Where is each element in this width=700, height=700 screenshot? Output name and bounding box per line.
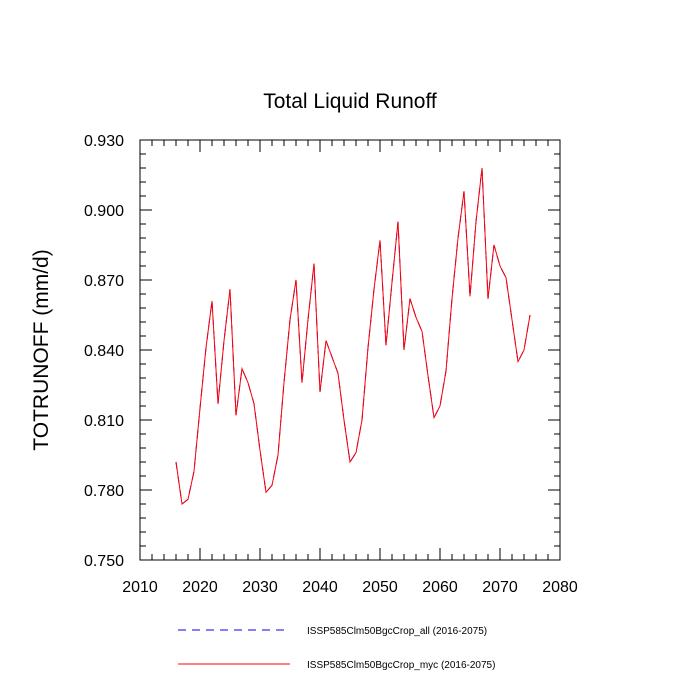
y-tick-label: 0.780: [84, 483, 124, 500]
legend-label-1: ISSP585Clm50BgcCrop_all (2016-2075): [307, 626, 487, 637]
legend: ISSP585Clm50BgcCrop_all (2016-2075) ISSP5…: [178, 626, 495, 671]
plot-frame: [139, 139, 561, 561]
x-tick-label: 2030: [242, 579, 278, 596]
chart-title: Total Liquid Runoff: [263, 90, 437, 113]
x-tick-label: 2050: [362, 579, 398, 596]
y-tick-label: 0.840: [84, 343, 124, 360]
legend-label-2: ISSP585Clm50BgcCrop_myc (2016-2075): [307, 660, 495, 671]
x-tick-label: 2020: [182, 579, 218, 596]
x-tick-label: 2010: [122, 579, 158, 596]
series-line-2: [175, 167, 531, 505]
y-tick-label: 0.930: [84, 133, 124, 150]
ticks-layer: 2010 2020 2030 2040 2050 2060 2070 2080 0.750 0.7…: [84, 133, 578, 596]
x-tick-label: 2040: [302, 579, 338, 596]
y-tick-label: 0.810: [84, 413, 124, 430]
y-tick-label: 0.900: [84, 203, 124, 220]
x-tick-label: 2070: [482, 579, 518, 596]
x-tick-label: 2060: [422, 579, 458, 596]
y-tick-label: 0.870: [84, 273, 124, 290]
series-line-1: [175, 167, 531, 505]
x-tick-label: 2080: [542, 579, 578, 596]
y-axis-label: TOTRUNOFF (mm/d): [30, 249, 53, 450]
series-layer: [175, 167, 531, 505]
y-tick-label: 0.750: [84, 553, 124, 570]
